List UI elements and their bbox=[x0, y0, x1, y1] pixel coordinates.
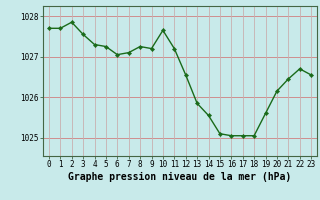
X-axis label: Graphe pression niveau de la mer (hPa): Graphe pression niveau de la mer (hPa) bbox=[68, 172, 292, 182]
